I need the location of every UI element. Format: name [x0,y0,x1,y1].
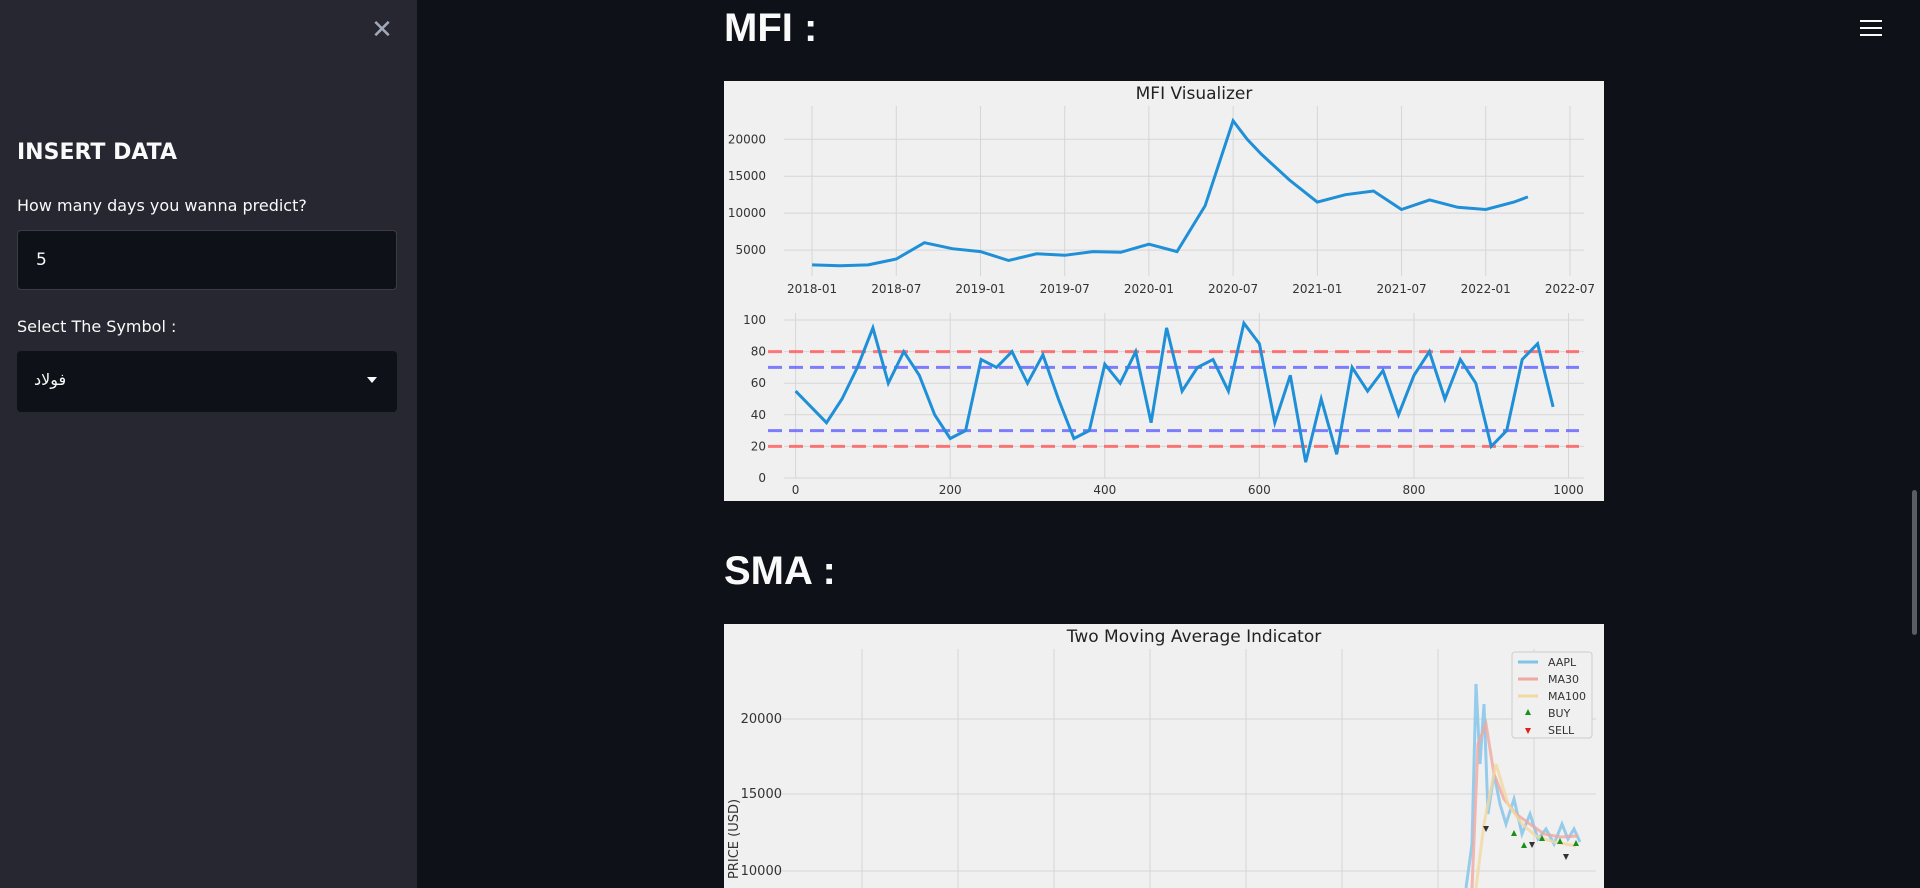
legend-label: MA100 [1548,690,1586,703]
y-tick-label: 15000 [728,169,766,183]
buy-marker [1573,840,1579,846]
x-tick-label: 2018-01 [787,282,837,296]
y-tick-label: 20 [751,439,766,453]
mfi-price-line [812,117,1529,268]
y-tick-label: 40 [751,408,766,422]
y-tick-label: 10000 [741,864,782,879]
y-tick-label: 60 [751,376,766,390]
x-tick-label: 800 [1402,483,1425,497]
sma-chart: Two Moving Average Indicator 10000 15000 2… [727,627,1596,888]
y-tick-label: 5000 [735,243,766,257]
mfi-figure: MFI Visualizer 2018-01 2018-07 2019-01 2019… [724,81,1604,501]
mfi-chart-title: MFI Visualizer [1136,84,1253,104]
sell-marker [1563,854,1569,860]
mfi-heading: MFI : [724,6,818,50]
x-tick-label: 2020-01 [1124,282,1174,296]
sma-figure: Two Moving Average Indicator 10000 15000 2… [724,624,1604,888]
y-tick-label: 10000 [728,206,766,220]
y-tick-label: 0 [758,471,766,485]
sidebar-title: INSERT DATA [17,140,177,165]
x-tick-label: 200 [939,483,962,497]
y-tick-label: 80 [751,345,766,359]
sma-heading: SMA : [724,549,836,593]
x-tick-label: 0 [792,483,800,497]
x-tick-label: 2021-01 [1292,282,1342,296]
symbol-select[interactable]: فولاد [17,351,397,412]
symbol-label: Select The Symbol : [17,317,177,336]
y-tick-label: 15000 [741,787,782,802]
y-tick-label: 20000 [741,712,782,727]
x-tick-label: 600 [1248,483,1271,497]
mfi-indicator-line [794,319,1555,463]
buy-marker [1557,838,1563,844]
x-tick-label: 2019-07 [1040,282,1090,296]
legend-label: SELL [1548,724,1575,737]
legend-label: BUY [1548,707,1571,720]
chevron-down-icon [367,377,377,383]
y-tick-label: 20000 [728,132,766,146]
sma-ylabel: PRICE (USD) [727,799,742,879]
x-tick-label: 400 [1093,483,1116,497]
sidebar: ✕ INSERT DATA How many days you wanna pr… [0,0,417,888]
menu-icon[interactable] [1860,20,1882,40]
days-input[interactable] [17,230,397,290]
sma-legend: AAPL MA30 MA100 BUY SELL [1511,651,1593,739]
buy-marker [1539,835,1545,841]
scrollbar-thumb[interactable] [1912,490,1917,635]
legend-label: AAPL [1548,656,1577,669]
close-icon[interactable]: ✕ [371,15,393,45]
y-tick-label: 100 [743,313,766,327]
sma-ma100-line [1474,763,1577,888]
sma-chart-title: Two Moving Average Indicator [1066,627,1321,647]
x-tick-label: 2021-07 [1376,282,1426,296]
days-label: How many days you wanna predict? [17,196,307,215]
x-tick-label: 2022-07 [1545,282,1595,296]
x-tick-label: 2022-01 [1461,282,1511,296]
x-tick-label: 1000 [1553,483,1584,497]
buy-marker [1511,830,1517,836]
mfi-chart: MFI Visualizer 2018-01 2018-07 2019-01 2019… [728,84,1595,497]
x-tick-label: 2019-01 [955,282,1005,296]
scrollbar-track[interactable] [1911,0,1920,888]
sell-marker [1529,842,1535,848]
buy-marker [1521,842,1527,848]
sell-marker [1483,826,1489,832]
legend-box [1511,651,1593,739]
legend-swatch [1525,709,1531,715]
x-tick-label: 2020-07 [1208,282,1258,296]
x-tick-label: 2018-07 [871,282,921,296]
legend-swatch [1525,728,1531,734]
symbol-select-value: فولاد [34,370,67,389]
sma-price-line [1464,683,1582,888]
legend-label: MA30 [1548,673,1579,686]
